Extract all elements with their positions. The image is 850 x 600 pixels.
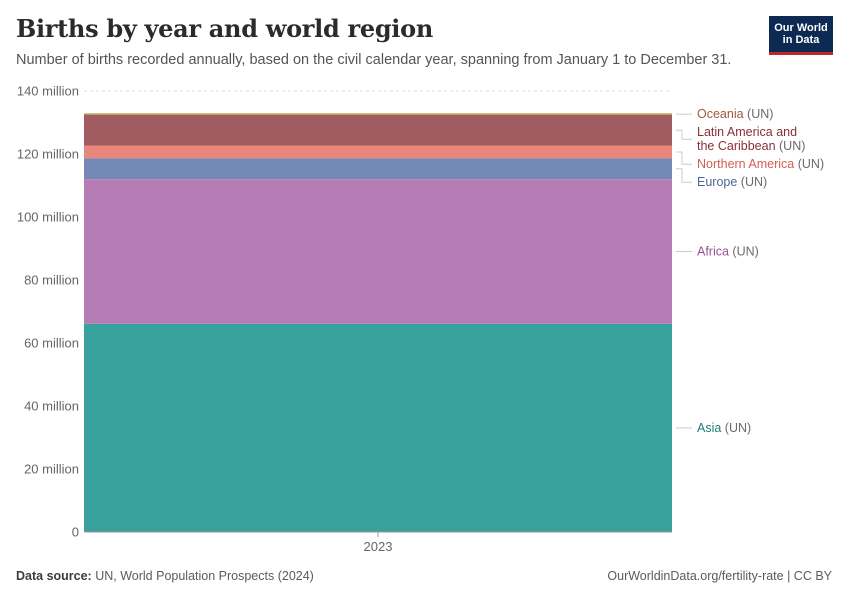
area-latin-america-and-the-caribbean bbox=[84, 114, 672, 146]
legend-label: Africa (UN) bbox=[697, 244, 759, 258]
owid-logo[interactable]: Our World in Data bbox=[769, 16, 833, 55]
area-europe bbox=[84, 158, 672, 180]
area-asia bbox=[84, 323, 672, 532]
legend-label: Asia (UN) bbox=[697, 421, 751, 435]
y-tick-label: 40 million bbox=[24, 399, 79, 414]
area-africa bbox=[84, 179, 672, 324]
logo-line-1: Our World bbox=[774, 22, 828, 34]
data-source-label: Data source: bbox=[16, 569, 92, 583]
legend-connector bbox=[676, 129, 692, 140]
chart-title: Births by year and world region bbox=[16, 14, 433, 43]
legend-label: the Caribbean (UN) bbox=[697, 139, 805, 153]
data-source: Data source: UN, World Population Prospe… bbox=[16, 569, 314, 583]
legend-label: Europe (UN) bbox=[697, 175, 767, 189]
logo-line-2: in Data bbox=[782, 34, 820, 46]
y-tick-label: 80 million bbox=[24, 273, 79, 288]
x-tick-label: 2023 bbox=[364, 539, 393, 554]
legend-label: Oceania (UN) bbox=[697, 107, 773, 121]
data-source-text: UN, World Population Prospects (2024) bbox=[95, 569, 314, 583]
area-oceania bbox=[84, 113, 672, 115]
area-northern-america bbox=[84, 145, 672, 159]
y-tick-label: 100 million bbox=[17, 210, 79, 225]
legend-connector bbox=[676, 151, 692, 165]
y-tick-label: 0 bbox=[72, 525, 79, 540]
y-tick-label: 60 million bbox=[24, 336, 79, 351]
legend-label: Northern America (UN) bbox=[697, 157, 824, 171]
y-tick-label: 140 million bbox=[17, 84, 79, 99]
legend-label: Latin America and bbox=[697, 125, 797, 139]
chart-subtitle: Number of births recorded annually, base… bbox=[16, 52, 732, 68]
legend-connector bbox=[676, 168, 692, 183]
y-tick-label: 120 million bbox=[17, 147, 79, 162]
y-tick-label: 20 million bbox=[24, 462, 79, 477]
source-url-link[interactable]: OurWorldinData.org/fertility-rate | CC B… bbox=[607, 569, 832, 583]
